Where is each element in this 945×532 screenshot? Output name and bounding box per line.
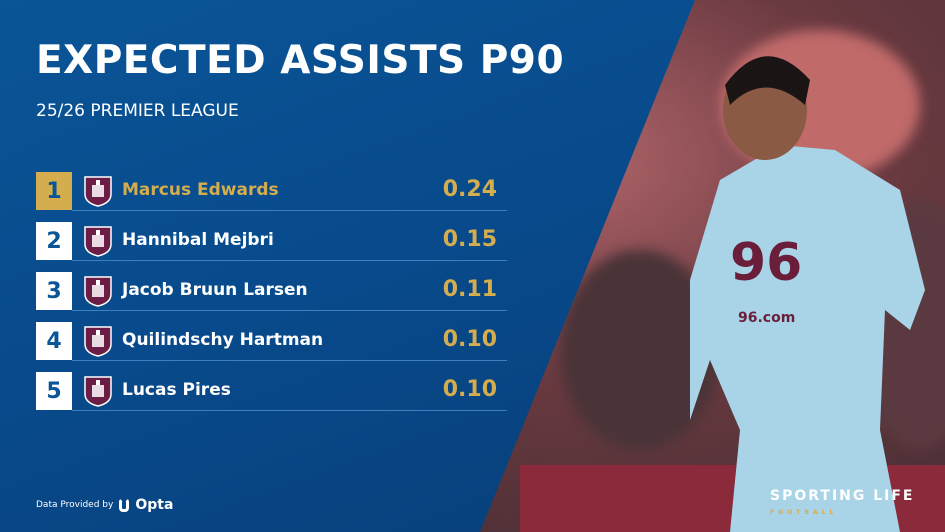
table-row: 1 Marcus Edwards 0.24	[36, 172, 507, 211]
subtitle: 25/26 PREMIER LEAGUE	[36, 101, 239, 121]
stat-value: 0.24	[442, 177, 497, 202]
brand-section: FOOTBALL	[770, 509, 838, 516]
row-divider	[72, 210, 507, 211]
rank-badge: 5	[36, 372, 72, 410]
brand-logo: SPORTING LIFE	[770, 488, 915, 504]
player-name: Lucas Pires	[122, 380, 231, 400]
table-row: 3 Jacob Bruun Larsen 0.11	[36, 272, 507, 311]
rank-badge: 3	[36, 272, 72, 310]
opta-logo-icon	[119, 498, 130, 512]
row-divider	[72, 310, 507, 311]
row-divider	[72, 260, 507, 261]
player-name: Hannibal Mejbri	[122, 230, 274, 250]
row-divider	[72, 360, 507, 361]
stat-value: 0.11	[442, 277, 497, 302]
burnley-crest-icon	[84, 276, 112, 307]
player-name: Marcus Edwards	[122, 180, 279, 200]
player-name: Jacob Bruun Larsen	[122, 280, 308, 300]
shirt-sponsor: 96.com	[738, 310, 795, 326]
table-row: 5 Lucas Pires 0.10	[36, 372, 507, 411]
data-credit-label: Data Provided by	[36, 500, 114, 510]
table-row: 2 Hannibal Mejbri 0.15	[36, 222, 507, 261]
player-name: Quilindschy Hartman	[122, 330, 324, 350]
row-divider	[72, 410, 507, 411]
rank-badge: 4	[36, 322, 72, 360]
data-credit: Data Provided by Opta	[36, 497, 173, 513]
burnley-crest-icon	[84, 376, 112, 407]
burnley-crest-icon	[84, 226, 112, 257]
rank-badge: 1	[36, 172, 72, 210]
shirt-number: 96	[730, 233, 802, 293]
provider-name: Opta	[135, 497, 174, 513]
burnley-crest-icon	[84, 326, 112, 357]
stat-value: 0.10	[442, 377, 497, 402]
table-row: 4 Quilindschy Hartman 0.10	[36, 322, 507, 361]
burnley-crest-icon	[84, 176, 112, 207]
player-figure: 96 96.com	[690, 56, 925, 532]
stat-value: 0.10	[442, 327, 497, 352]
stat-value: 0.15	[442, 227, 497, 252]
page-title: EXPECTED ASSISTS P90	[36, 38, 565, 83]
rank-badge: 2	[36, 222, 72, 260]
